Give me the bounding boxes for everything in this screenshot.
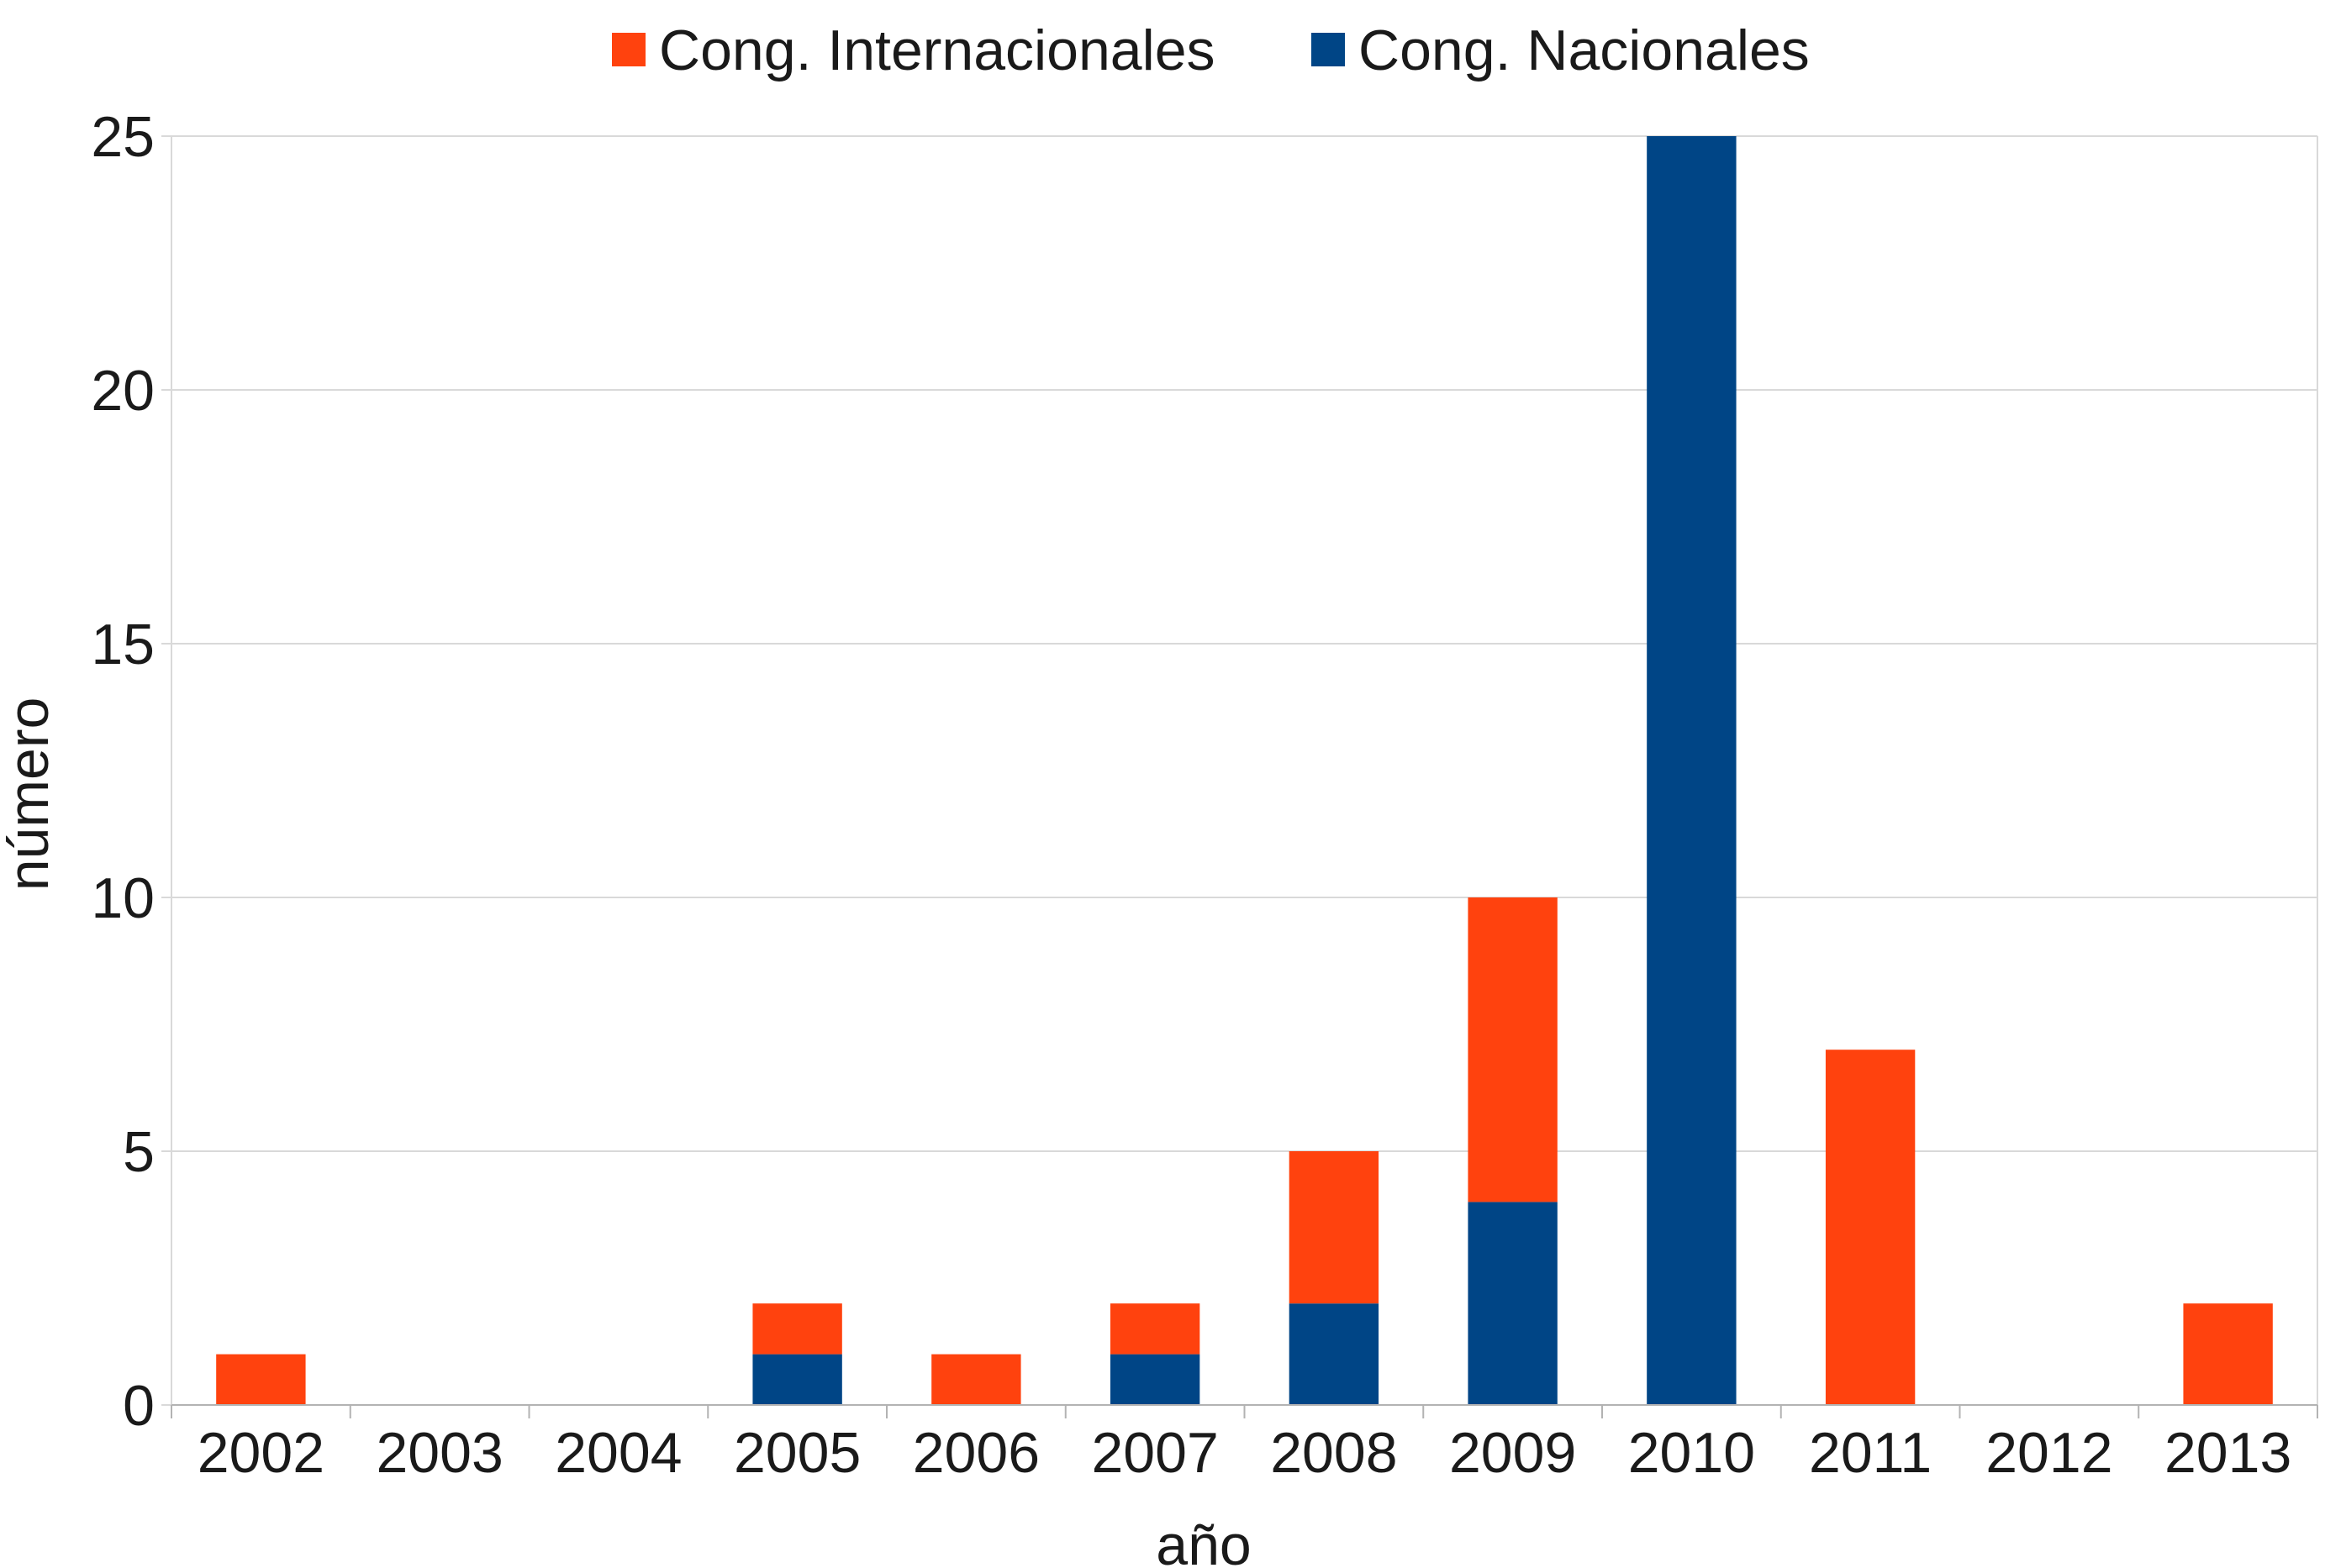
x-tick-label-2010: 2010 xyxy=(1628,1421,1755,1485)
bar-cong-internacionales-2013 xyxy=(2183,1303,2273,1405)
y-axis-title: número xyxy=(0,697,61,892)
x-tick-label-2004: 2004 xyxy=(555,1421,682,1485)
bar-cong-nacionales-2010 xyxy=(1647,136,1737,1405)
y-tick-label-20: 20 xyxy=(91,359,155,423)
y-tick-label-10: 10 xyxy=(91,866,155,930)
bar-cong-internacionales-2011 xyxy=(1825,1050,1916,1405)
bar-cong-internacionales-2002 xyxy=(216,1354,306,1405)
y-tick-label-15: 15 xyxy=(91,613,155,676)
bar-cong-internacionales-2008 xyxy=(1289,1151,1379,1304)
x-tick-label-2006: 2006 xyxy=(913,1421,1040,1485)
legend-label-cong-internacionales: Cong. Internacionales xyxy=(659,18,1215,82)
axes xyxy=(171,136,2318,1418)
x-tick-label-2007: 2007 xyxy=(1091,1421,1218,1485)
y-tick-labels: 0 5 10 15 20 25 xyxy=(91,105,155,1438)
x-tick-label-2012: 2012 xyxy=(1985,1421,2112,1485)
gridlines xyxy=(161,135,2317,1406)
y-tick-label-25: 25 xyxy=(91,105,155,169)
bars xyxy=(216,136,2273,1405)
legend-swatch-cong-nacionales xyxy=(1311,33,1345,66)
legend: Cong. Internacionales Cong. Nacionales xyxy=(612,18,1810,82)
bar-cong-nacionales-2008 xyxy=(1289,1303,1379,1405)
x-tick-labels: 2002 2003 2004 2005 2006 2007 2008 2009 2010 2011… xyxy=(198,1421,2292,1485)
x-tick-label-2013: 2013 xyxy=(2164,1421,2291,1485)
x-axis-title: año xyxy=(1156,1513,1251,1568)
x-tick-label-2002: 2002 xyxy=(198,1421,324,1485)
bar-cong-nacionales-2005 xyxy=(752,1354,842,1405)
bar-cong-internacionales-2006 xyxy=(931,1354,1021,1405)
y-tick-label-0: 0 xyxy=(123,1374,155,1438)
x-tick-label-2011: 2011 xyxy=(1809,1421,1932,1485)
x-tick-label-2005: 2005 xyxy=(734,1421,861,1485)
x-tick-label-2009: 2009 xyxy=(1449,1421,1576,1485)
bar-cong-internacionales-2007 xyxy=(1110,1303,1200,1355)
bar-cong-internacionales-2005 xyxy=(752,1303,842,1355)
bar-cong-nacionales-2007 xyxy=(1110,1354,1200,1405)
bar-cong-nacionales-2009 xyxy=(1468,1202,1558,1405)
bar-cong-internacionales-2009 xyxy=(1468,897,1558,1202)
legend-swatch-cong-internacionales xyxy=(612,33,646,66)
y-tick-label-5: 5 xyxy=(123,1120,155,1184)
x-tick-label-2008: 2008 xyxy=(1270,1421,1397,1485)
legend-label-cong-nacionales: Cong. Nacionales xyxy=(1358,18,1810,82)
x-tick-label-2003: 2003 xyxy=(376,1421,503,1485)
